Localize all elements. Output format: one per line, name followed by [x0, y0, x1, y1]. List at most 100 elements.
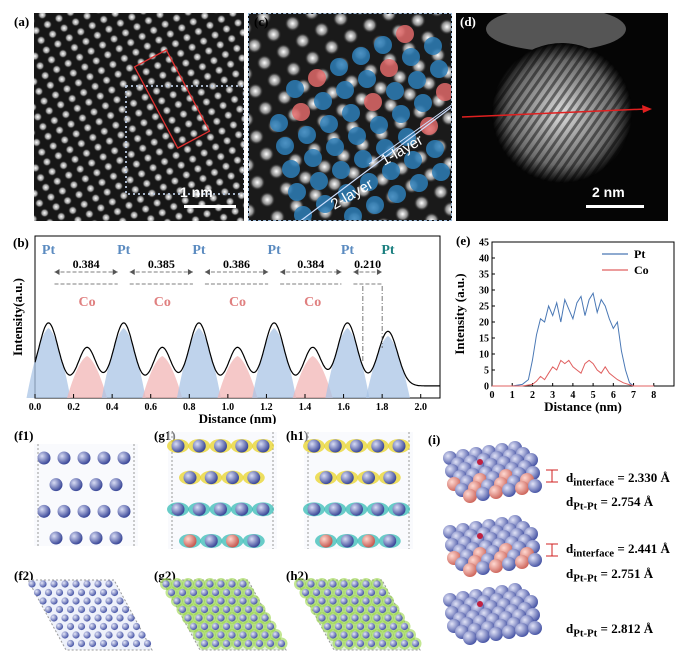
pt-atom: [356, 588, 365, 597]
pt-atom: [222, 605, 231, 614]
pt-atom: [239, 580, 247, 588]
co-atom: [463, 489, 477, 503]
atom-label-pt: Pt: [268, 243, 282, 258]
pt-atom: [378, 622, 387, 631]
pt-atom: [121, 639, 130, 648]
pt-atom: [121, 622, 130, 631]
pt-atom: [88, 605, 97, 614]
pt-atom: [66, 639, 75, 648]
peak-fill-1: [67, 356, 108, 398]
panel-h2-structure: [294, 578, 422, 651]
pt-atom: [233, 639, 242, 648]
panel-g1-structure: [167, 432, 277, 549]
pt-atom: [183, 471, 197, 485]
pt-atom: [400, 622, 409, 631]
arrow-right-3: [336, 269, 342, 275]
pt-atom: [371, 502, 385, 516]
x-tick-label-1: 0.2: [67, 402, 80, 413]
pt-atom: [362, 614, 370, 622]
x-tick-label-9: 1.8: [376, 402, 389, 413]
co-atom: [420, 117, 438, 135]
pt-atom: [105, 580, 113, 588]
peak-fill-6: [252, 328, 297, 398]
pt-atom: [528, 621, 542, 635]
pt-atom: [55, 605, 64, 614]
pt-atom: [255, 639, 264, 648]
atom-label-pt: Pt: [117, 243, 131, 258]
pt-atom: [340, 471, 354, 485]
atom-label-co: Co: [79, 295, 96, 310]
panel-f2-label: (f2): [14, 568, 34, 583]
arrow-right-2: [263, 269, 269, 275]
x-tick-label-3: 3: [550, 390, 555, 401]
y-tick-label-7: 35: [479, 270, 489, 281]
y-axis-label: Intensity (a.u.): [452, 273, 467, 354]
arrow-right-1: [187, 269, 193, 275]
pt-atom: [211, 622, 220, 631]
pt-atom: [77, 588, 86, 597]
pt-atom: [373, 597, 381, 605]
pt-atom: [515, 623, 529, 637]
pt-atom: [392, 439, 406, 453]
y-tick-label-4: 20: [479, 318, 489, 329]
pt-atom: [395, 614, 403, 622]
pt-atom: [395, 631, 403, 639]
peak-fill-8: [325, 328, 370, 398]
x-tick-label-3: 0.6: [144, 402, 157, 413]
pt-atom: [233, 605, 242, 614]
pt-atom: [217, 631, 225, 639]
pt-atom: [342, 104, 360, 122]
pt-atom: [320, 115, 338, 133]
panel-i-clusters: [443, 441, 558, 645]
pt-atom: [117, 504, 131, 518]
x-tick-label-7: 1.4: [299, 402, 312, 413]
y-tick-label-6: 30: [479, 286, 489, 297]
arrow-left-0: [54, 269, 60, 275]
y-tick-label-8: 40: [479, 254, 489, 265]
pt-atom: [340, 534, 354, 548]
pt-atom: [307, 580, 315, 588]
pt-atom: [261, 631, 269, 639]
pt-atom: [344, 207, 362, 220]
peak-fill-9: [365, 336, 410, 398]
x-tick-label-6: 6: [611, 390, 616, 401]
pt-atom: [406, 631, 414, 639]
pt-atom: [49, 478, 63, 492]
pt-atom: [239, 631, 247, 639]
co-atom: [226, 534, 239, 548]
pt-atom: [39, 597, 47, 605]
pt-atom: [61, 597, 69, 605]
pt-atom: [350, 439, 363, 453]
pt-atom: [109, 478, 123, 492]
pt-atom: [340, 614, 348, 622]
pt-atom: [89, 531, 103, 545]
legend-label-pt: Pt: [634, 247, 645, 261]
pt-atom: [97, 451, 111, 465]
pt-atom: [189, 605, 198, 614]
adsorbate-atom: [477, 459, 483, 465]
pt-atom: [167, 588, 176, 597]
panel-f2-structure: [27, 579, 153, 651]
panel-b-chart: Pt Co Pt Co Pt Co Pt Co Pt Pt 0.384 0.385 0.386 0.384…: [10, 235, 441, 424]
pt-atom: [61, 614, 69, 622]
pt-atom: [277, 639, 286, 648]
atom-label-co: Co: [229, 295, 246, 310]
pt-atom: [314, 92, 332, 110]
x-tick-label-5: 1.0: [222, 402, 235, 413]
pt-atom: [410, 174, 428, 192]
pt-atom: [66, 588, 75, 597]
pt-atom: [77, 622, 86, 631]
pt-atom: [239, 614, 247, 622]
panel-b-label: (b): [13, 235, 29, 250]
pt-atom: [270, 114, 288, 132]
pt-atom: [383, 471, 397, 485]
pt-atom: [200, 622, 209, 631]
x-axis-label: Distance (nm): [544, 399, 622, 414]
peak-fill-2: [101, 328, 146, 398]
co-atom: [436, 83, 451, 101]
pt-atom: [384, 614, 392, 622]
pt-atom: [298, 126, 316, 144]
pt-atom: [301, 588, 310, 597]
pt-atom: [323, 588, 332, 597]
pt-atom: [162, 580, 170, 588]
